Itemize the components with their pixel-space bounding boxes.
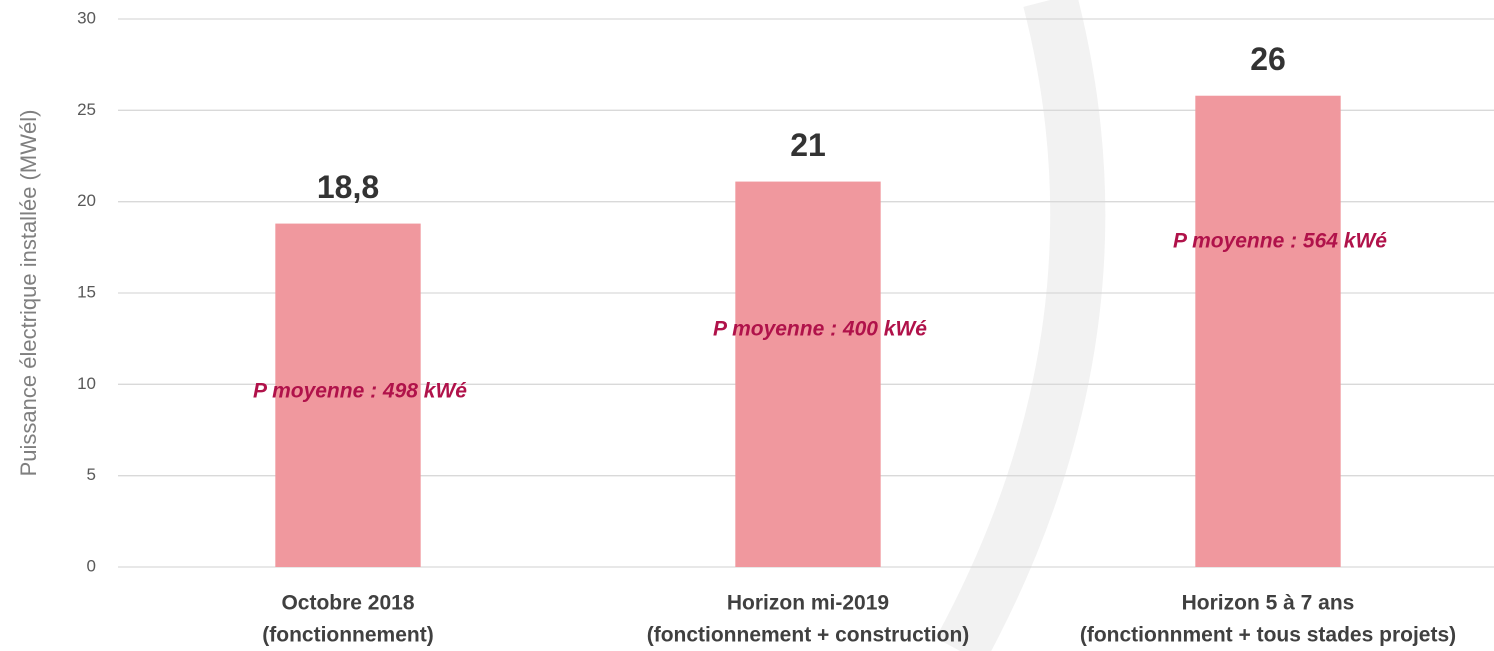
bar [1195,95,1341,567]
background-arc [935,0,1106,651]
value-label: 26 [1250,41,1286,77]
bar [275,223,421,567]
value-label: 21 [790,127,826,163]
y-tick-label: 20 [77,191,96,210]
y-tick-label: 15 [77,282,96,301]
x-tick-label: Horizon mi-2019 [727,592,889,615]
annotation: P moyenne : 498 kWé [253,380,467,403]
x-tick-label: Horizon 5 à 7 ans [1182,592,1355,615]
y-tick-label: 25 [77,100,96,119]
value-label: 18,8 [317,169,379,205]
bar [735,181,881,567]
x-tick-label: Octobre 2018 [281,592,414,615]
y-axis-label: Puissance électrique installée (MWél) [16,110,41,477]
y-tick-label: 5 [87,465,96,484]
annotation: P moyenne : 400 kWé [713,318,927,341]
x-tick-label: (fonctionnement) [262,624,433,647]
x-tick-label: (fonctionnment + tous stades projets) [1080,624,1456,647]
y-tick-label: 10 [77,374,96,393]
x-tick-label: (fonctionnement + construction) [647,624,970,647]
y-tick-label: 30 [77,8,96,27]
annotation: P moyenne : 564 kWé [1173,230,1387,253]
y-tick-label: 0 [87,556,96,575]
